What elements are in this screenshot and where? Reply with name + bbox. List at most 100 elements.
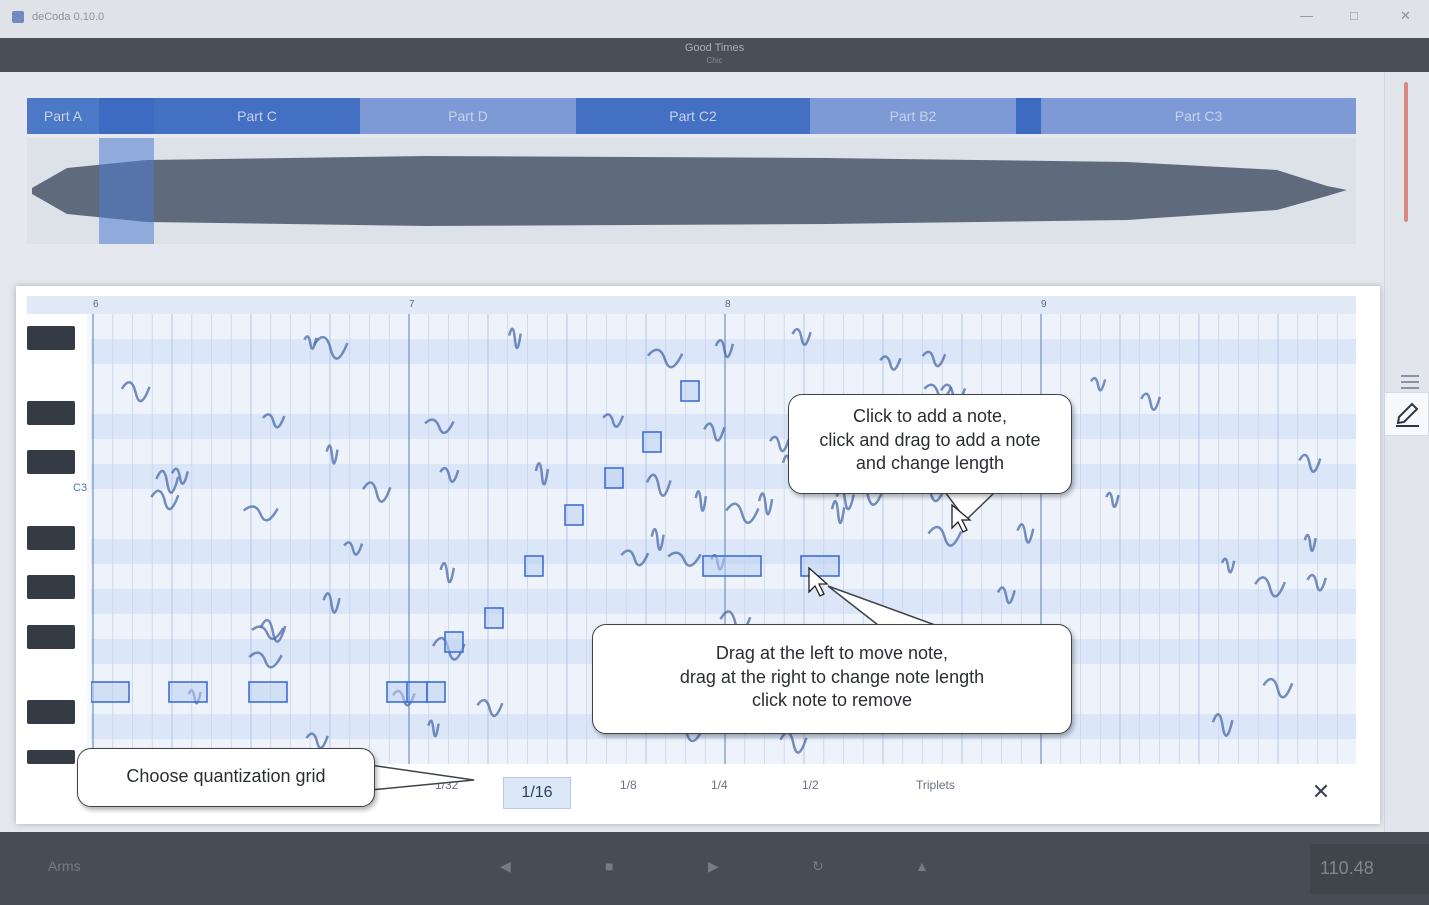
loop-icon[interactable]: ↻ <box>812 858 824 874</box>
pitch-trace <box>714 339 735 359</box>
pitch-trace <box>1262 677 1294 699</box>
black-key[interactable] <box>27 575 75 599</box>
pitch-trace <box>322 592 341 614</box>
metronome-icon[interactable]: ▲ <box>915 858 929 874</box>
grid-1-2-button[interactable]: 1/2 <box>802 778 819 792</box>
close-icon[interactable]: ✕ <box>1311 779 1331 804</box>
stop-icon[interactable]: ■ <box>605 858 614 874</box>
time-value: 110.48 <box>1320 858 1374 878</box>
grid-1-4-button[interactable]: 1/4 <box>711 778 728 792</box>
grid-1-8-button[interactable]: 1/8 <box>620 778 637 792</box>
pitch-trace <box>325 444 339 465</box>
pitch-lane <box>91 314 1356 339</box>
maximize-icon[interactable]: □ <box>1350 8 1358 23</box>
pitch-trace <box>305 732 329 750</box>
pitch-trace <box>170 467 190 485</box>
part-gap[interactable] <box>1016 98 1041 134</box>
callout-line: Drag at the left to move note, <box>715 643 949 663</box>
triplets-button[interactable]: Triplets <box>916 778 955 792</box>
pitch-trace <box>646 348 684 369</box>
note-box <box>91 681 130 703</box>
pitch-trace <box>769 435 790 453</box>
bar-number: 8 <box>725 299 731 310</box>
black-key[interactable] <box>27 401 75 425</box>
pitch-lane <box>91 514 1356 539</box>
grid-1-16-button[interactable]: 1/16 <box>503 777 571 809</box>
part-d[interactable]: Part D <box>360 98 576 134</box>
pitch-trace <box>303 335 318 350</box>
pitch-trace <box>927 525 963 547</box>
pitch-lane <box>91 364 1356 389</box>
black-key[interactable] <box>27 450 75 474</box>
pitch-trace <box>830 500 846 524</box>
part-a[interactable]: Part A <box>27 98 99 134</box>
pitch-trace <box>1220 557 1236 574</box>
track-label[interactable]: Arms <box>48 858 81 874</box>
pitch-trace <box>439 466 460 483</box>
pitch-trace <box>312 335 349 360</box>
pitch-trace <box>362 481 392 503</box>
pitch-trace <box>645 473 672 497</box>
app-title: deCoda 0.10.0 <box>32 11 105 23</box>
pitch-trace <box>262 413 286 429</box>
key-label: C3 <box>73 482 88 494</box>
black-key[interactable] <box>27 326 75 350</box>
pitch-trace <box>1016 523 1035 544</box>
part-c[interactable]: Part C <box>154 98 360 134</box>
list-icon[interactable] <box>1398 372 1422 392</box>
pitch-trace <box>343 541 364 556</box>
callout-line: click note to remove <box>751 690 913 710</box>
pitch-trace <box>439 562 456 584</box>
note-grid[interactable] <box>91 314 1356 764</box>
pitch-trace <box>1298 453 1322 473</box>
pitch-trace <box>507 327 522 350</box>
play-icon[interactable]: ▶ <box>708 858 719 874</box>
pitch-trace <box>251 625 285 641</box>
callout-line: drag at the right to change note length <box>679 666 985 687</box>
callout-line: click and drag to add a note <box>819 429 1041 450</box>
bar-number: 6 <box>93 299 99 310</box>
bar-number: 9 <box>1041 299 1047 310</box>
pitch-trace <box>1306 573 1328 592</box>
grid-callout: Choose quantization grid <box>77 748 375 807</box>
note-box <box>564 504 584 526</box>
close-window-icon[interactable]: ✕ <box>1400 8 1411 23</box>
pitch-trace <box>427 719 440 738</box>
pitch-trace <box>879 355 902 371</box>
pitch-trace <box>650 528 665 551</box>
part-b2[interactable]: Part B2 <box>810 98 1016 134</box>
note-box <box>444 631 464 653</box>
rewind-icon[interactable]: ◀ <box>500 858 511 874</box>
black-key[interactable] <box>27 750 75 764</box>
pitch-trace <box>259 618 287 643</box>
pitch-lane <box>91 489 1356 514</box>
pitch-trace <box>1140 392 1162 411</box>
part-a-selected[interactable] <box>99 98 154 134</box>
pitch-lane <box>91 414 1356 439</box>
black-key[interactable] <box>27 625 75 649</box>
waveform-overview[interactable] <box>27 138 1356 244</box>
black-key[interactable] <box>27 700 75 724</box>
minimize-icon[interactable]: — <box>1300 8 1313 23</box>
part-c3[interactable]: Part C3 <box>1041 98 1356 134</box>
bar-number: 7 <box>409 299 415 310</box>
black-key[interactable] <box>27 526 75 550</box>
pitch-lane <box>91 464 1356 489</box>
pencil-icon <box>1396 402 1419 427</box>
pitch-trace <box>534 462 550 486</box>
song-title: Good Times <box>684 42 745 54</box>
pitch-trace <box>667 551 702 567</box>
piano-roll[interactable]: 6 7 8 9 C3 <box>27 296 1356 764</box>
pencil-tool-button[interactable] <box>1384 392 1429 436</box>
transport-bar: Arms ◀ ■ ▶ ↻ ▲ 110.48 <box>0 832 1429 905</box>
waveform-shape <box>32 138 1347 244</box>
right-tool-strip <box>1384 72 1429 832</box>
pitch-trace <box>150 489 180 511</box>
note-box <box>524 555 544 577</box>
part-c2[interactable]: Part C2 <box>576 98 810 134</box>
piano-keys[interactable] <box>27 314 87 764</box>
note-box <box>484 607 504 629</box>
note-box <box>168 681 208 703</box>
pitch-trace <box>242 505 279 522</box>
